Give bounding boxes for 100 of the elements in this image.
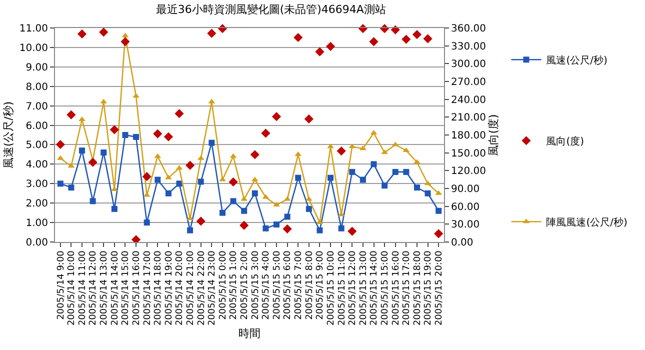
point [241,208,248,214]
chart-title: 最近36小時資測風變化圖(未品管)46694A測站 [156,2,386,16]
point [402,34,411,44]
point [133,134,140,140]
point [122,132,128,138]
point [100,150,107,156]
x-tick-label: 2005/5/14 18:00 [154,250,164,326]
x-tick-label: 2005/5/15 13:00 [358,250,369,326]
point [328,174,334,181]
point [306,206,312,212]
legend-label: 陣風風速(公尺/秒) [546,216,628,229]
point [436,208,442,214]
point [154,176,161,183]
point [284,214,290,220]
x-tick-label: 2005/5/14 15:00 [121,250,132,326]
y-axis-title: 風速(公尺/秒) [2,101,16,169]
point [327,144,334,148]
point [252,190,258,196]
point [230,198,236,204]
y-tick-label: 0.00 [26,238,48,248]
x-tick-label: 2005/5/15 17:00 [402,250,412,326]
point [424,190,431,196]
point [360,176,366,183]
point [142,172,152,182]
y2-tick-label: 30.00 [451,220,480,231]
x-tick-label: 2005/5/15 7:00 [294,250,304,320]
point [207,28,216,38]
point [423,34,432,44]
y2-tick-label: 210.00 [451,112,486,124]
point [336,146,346,156]
x-tick-label: 2005/5/15 18:00 [412,250,423,326]
point [228,177,238,187]
point [349,168,356,175]
point [78,116,86,121]
x-tick-label: 2005/5/15 9:00 [316,250,326,320]
point [198,178,204,185]
y-tick-label: 4.00 [26,160,48,171]
point [208,140,215,146]
point [403,168,410,175]
x-tick-label: 2005/5/14 9:00 [56,250,66,320]
point [57,180,64,187]
point [392,168,398,175]
y-tick-label: 11.00 [19,24,48,34]
y2-tick-label: 360.00 [451,24,486,34]
y-tick-label: 5.00 [26,140,48,152]
point [77,29,87,38]
point [326,42,336,51]
point [110,125,119,134]
x-tick-label: 2005/5/15 19:00 [424,250,434,326]
point [369,37,378,46]
point [250,150,260,160]
y2-tick-label: 90.00 [451,184,480,195]
point [434,229,444,238]
y2-tick-label: 270.00 [451,77,486,88]
y2-tick-label: 330.00 [451,41,486,52]
point [144,220,150,226]
y2-tick-label: 150.00 [451,148,486,160]
point [315,47,324,56]
point [295,174,302,181]
x-tick-label: 2005/5/14 10:00 [67,250,78,326]
point [68,184,74,191]
x-tick-label: 2005/5/15 12:00 [348,250,358,326]
point [382,182,388,189]
point [262,225,269,232]
point [304,114,314,124]
legend-label: 風向(度) [546,136,584,148]
point [176,180,182,187]
point [186,160,195,170]
y-tick-label: 7.00 [26,101,48,112]
point [294,32,303,42]
point [187,227,194,234]
point [88,158,98,167]
point [164,132,174,142]
x-tick-label: 2005/5/15 0:00 [218,250,228,320]
point [99,28,108,37]
point [412,30,422,40]
point [120,37,130,46]
x-tick-label: 2005/5/14 16:00 [132,250,142,326]
x-tick-label: 2005/5/15 4:00 [262,250,272,320]
x-tick-label: 2005/5/15 2:00 [240,250,250,320]
point [90,198,96,204]
point [282,224,292,234]
x-tick-label: 2005/5/14 12:00 [88,250,99,326]
x-tick-label: 2005/5/15 16:00 [391,250,402,326]
point [196,216,206,226]
y2-axis-title: 風向(度) [487,114,500,156]
x-tick-label: 2005/5/15 5:00 [272,250,282,320]
y-tick-label: 1.00 [26,218,48,230]
point [272,112,282,122]
point [414,159,420,164]
point [273,202,280,207]
point [414,184,420,191]
x-tick-label: 2005/5/15 1:00 [229,250,240,320]
y2-tick-label: 300.00 [451,59,486,70]
x-tick-label: 2005/5/14 13:00 [100,250,110,326]
x-tick-label: 2005/5/15 15:00 [380,250,390,326]
point [261,128,270,138]
x-tick-label: 2005/5/14 23:00 [208,250,218,326]
y-tick-label: 8.00 [26,82,48,93]
y2-tick-label: 0.00 [451,238,474,248]
